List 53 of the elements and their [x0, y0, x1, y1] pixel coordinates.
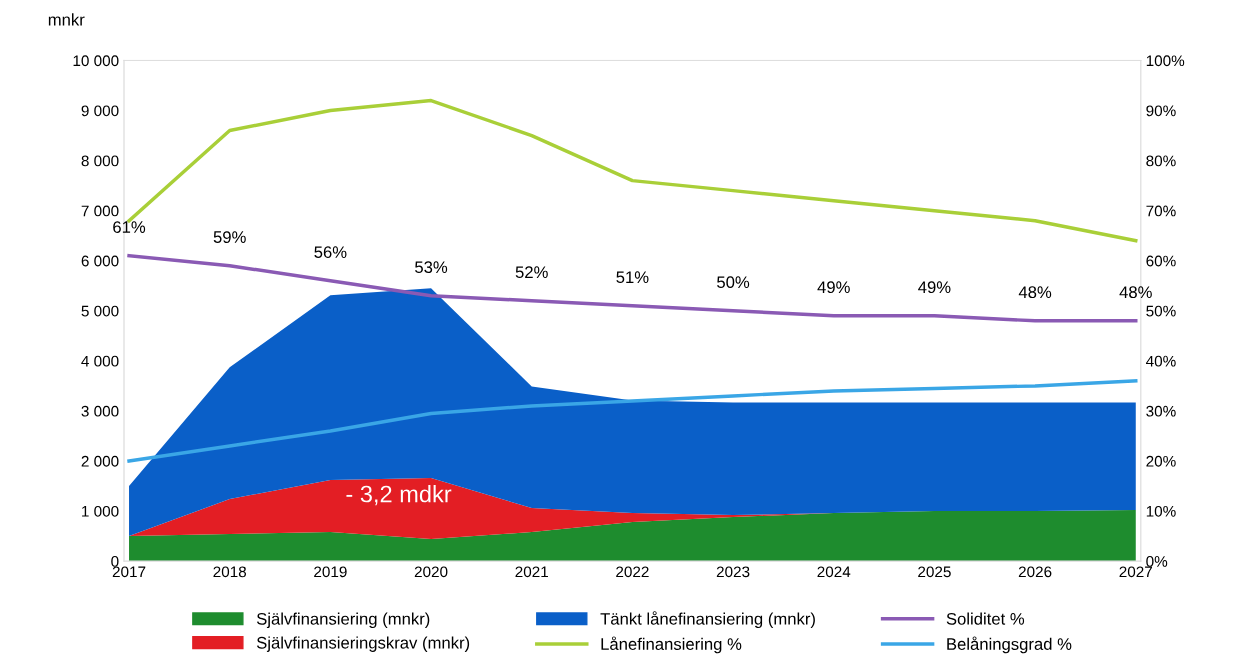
- legend-label: Tänkt lånefinansiering (mnkr): [600, 611, 815, 629]
- x-tick-label: 2025: [918, 566, 951, 578]
- legend-label: Lånefinansiering %: [601, 636, 742, 654]
- data-label: 49%: [918, 281, 951, 294]
- y-tick-label: 9 000: [81, 105, 119, 117]
- y-tick-label: 3 000: [81, 405, 119, 417]
- data-label: 48%: [1018, 286, 1052, 299]
- y2-tick-label: 40%: [1146, 355, 1176, 367]
- data-label: 51%: [616, 271, 649, 284]
- x-tick-label: 2019: [314, 566, 347, 578]
- data-label: 50%: [717, 276, 750, 289]
- y2-tick-label: 10%: [1146, 505, 1176, 517]
- data-label: 56%: [314, 246, 347, 259]
- y2-tick-label: 20%: [1146, 455, 1176, 467]
- y-tick-label: 5 000: [81, 305, 119, 317]
- y-tick-label: 2 000: [81, 455, 119, 467]
- data-label: 61%: [113, 221, 146, 233]
- y-tick-label: 0: [111, 555, 119, 567]
- data-label: 49%: [817, 281, 850, 294]
- x-tick-label: 2018: [213, 566, 247, 578]
- legend-label: Självfinansiering (mnkr): [256, 612, 430, 629]
- y-tick-label: 1 000: [82, 505, 119, 517]
- x-tick-label: 2027: [1119, 566, 1152, 578]
- x-tick-label: 2022: [616, 566, 649, 578]
- legend-label: Belåningsgrad %: [947, 636, 1072, 654]
- y2-tick-label: 70%: [1146, 205, 1176, 217]
- legend-label: Soliditet %: [946, 612, 1025, 625]
- y2-tick-label: 90%: [1146, 105, 1176, 117]
- data-label: 52%: [515, 266, 548, 279]
- y2-tick-label: 100%: [1146, 55, 1185, 67]
- line-series: [127, 379, 1138, 463]
- annotation: - 3,2 mdkr: [346, 485, 452, 506]
- y2-tick-label: 80%: [1146, 155, 1176, 167]
- data-label: 48%: [1119, 286, 1152, 299]
- y-tick-label: 6 000: [81, 255, 119, 267]
- y2-tick-label: 0%: [1146, 555, 1168, 567]
- y2-tick-label: 50%: [1146, 305, 1176, 317]
- data-label: 53%: [415, 261, 448, 274]
- y-tick-label: 10 000: [73, 55, 119, 67]
- y-axis-title: mnkr: [48, 13, 85, 26]
- x-tick-label: 2026: [1018, 566, 1052, 578]
- x-tick-label: 2020: [414, 566, 448, 578]
- x-tick-label: 2023: [716, 566, 750, 578]
- y2-tick-label: 30%: [1146, 405, 1176, 417]
- x-tick-label: 2017: [112, 566, 146, 578]
- y2-tick-label: 60%: [1146, 255, 1176, 267]
- data-label: 59%: [213, 231, 246, 243]
- x-tick-label: 2021: [515, 566, 548, 578]
- legend-label: Självfinansieringskrav (mnkr): [256, 636, 470, 652]
- y-tick-label: 8 000: [81, 155, 119, 167]
- y-tick-label: 4 000: [81, 355, 119, 367]
- y-tick-label: 7 000: [81, 205, 119, 217]
- x-tick-label: 2024: [817, 566, 851, 578]
